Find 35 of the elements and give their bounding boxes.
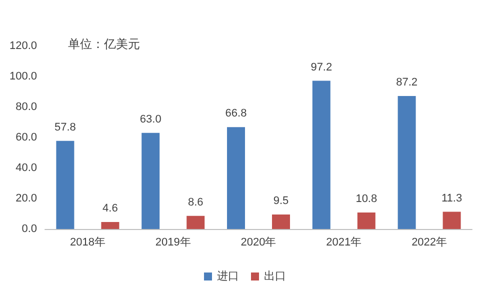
legend-label: 出口 [264, 270, 286, 282]
annotation: 单位：亿美元 [68, 37, 140, 51]
y-tick-label: 40.0 [16, 162, 37, 174]
x-tick-label: 2022年 [412, 236, 448, 248]
bar [227, 127, 245, 229]
data-label: 9.5 [273, 195, 289, 208]
y-tick-label: 20.0 [16, 192, 37, 204]
data-label: 63.0 [140, 113, 162, 126]
bar [142, 132, 160, 229]
bar [186, 216, 205, 229]
bar [272, 214, 290, 229]
bar [442, 212, 461, 229]
bar [398, 96, 416, 229]
x-tick-label: 2019年 [155, 236, 191, 248]
data-label: 57.8 [54, 121, 76, 134]
data-label: 97.2 [310, 61, 332, 74]
y-tick-label: 0.0 [22, 223, 37, 235]
bar [101, 222, 120, 229]
data-label: 87.2 [396, 76, 418, 89]
data-label: 66.8 [225, 108, 247, 120]
y-tick-label: 120.0 [9, 40, 37, 52]
y-tick-label: 100.0 [9, 70, 37, 82]
data-label: 10.8 [356, 193, 378, 206]
y-tick-label: 80.0 [16, 101, 37, 113]
x-tick-label: 2018年 [70, 236, 106, 248]
data-label: 4.6 [102, 202, 118, 214]
bar [56, 140, 74, 229]
bar [312, 80, 330, 229]
y-tick-label: 60.0 [16, 132, 37, 144]
data-label: 8.6 [188, 196, 204, 208]
data-label: 11.3 [442, 192, 462, 204]
x-tick-label: 2020年 [240, 236, 276, 248]
legend-label: 进口 [217, 270, 239, 282]
x-tick-label: 2021年 [326, 236, 362, 248]
bar [357, 212, 376, 229]
